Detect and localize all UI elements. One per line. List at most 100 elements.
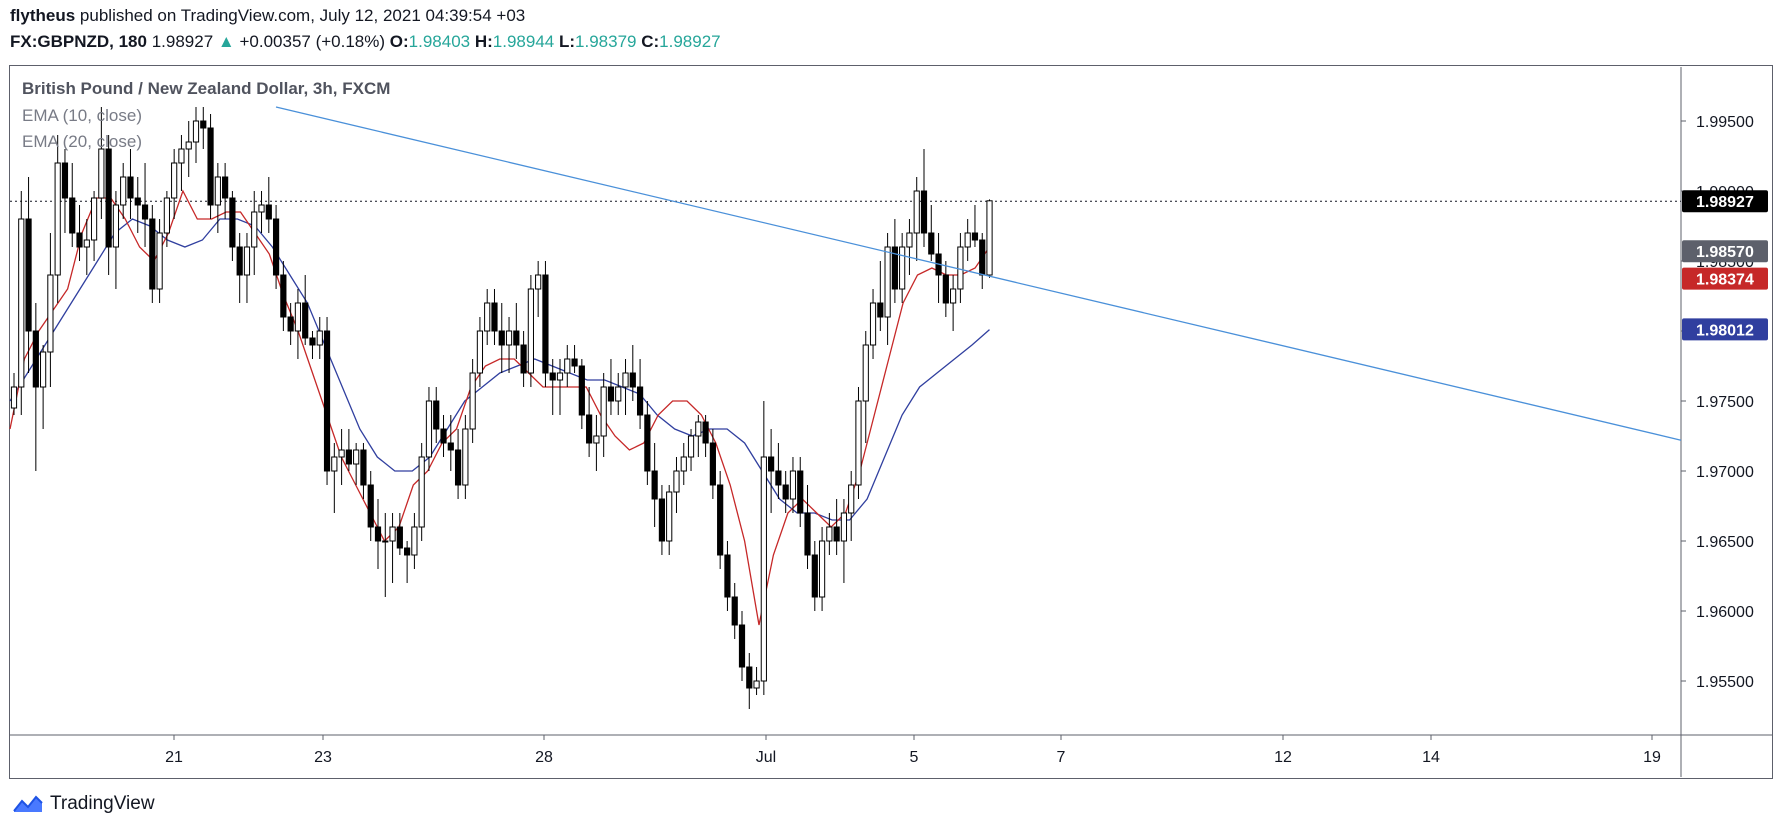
- candle-body-up: [484, 302, 491, 332]
- candle: [505, 317, 513, 373]
- candle-body-up: [680, 456, 687, 472]
- candle: [10, 373, 18, 415]
- candle-body-up: [826, 526, 833, 542]
- candle: [826, 513, 833, 555]
- candle-body-down: [374, 526, 382, 542]
- candle: [149, 205, 156, 303]
- candle: [869, 289, 877, 359]
- candle: [207, 114, 214, 219]
- candle: [192, 107, 200, 163]
- candle-body-up: [258, 204, 265, 213]
- candle: [556, 359, 564, 415]
- symbol-label: FX:GBPNZD, 180: [10, 32, 147, 51]
- candle: [848, 471, 855, 541]
- tradingview-logo-icon: [13, 795, 43, 812]
- candle: [935, 233, 942, 303]
- candle-body-up: [964, 232, 971, 248]
- candle-body-up: [171, 162, 178, 199]
- candle: [156, 219, 163, 303]
- candle: [302, 275, 309, 345]
- candle: [520, 331, 527, 387]
- candle-body-down: [520, 344, 527, 374]
- footer-brand[interactable]: TradingView: [50, 793, 155, 814]
- footer: TradingView: [12, 793, 155, 815]
- candle-body-up: [382, 540, 389, 543]
- candle-body-down: [207, 127, 214, 206]
- candle-body-up: [178, 148, 185, 164]
- candle-body-down: [141, 204, 149, 220]
- candle-body-down: [105, 148, 112, 248]
- candle: [891, 219, 898, 303]
- candle: [636, 359, 644, 429]
- candle-body-down: [709, 442, 716, 486]
- candle: [542, 261, 549, 387]
- candle-body-down: [360, 449, 367, 486]
- candle: [454, 429, 462, 499]
- candle: [396, 513, 403, 555]
- candle-body-up: [899, 246, 906, 290]
- candle-body-up: [789, 470, 797, 500]
- candle-body-down: [309, 337, 316, 346]
- candle: [957, 233, 964, 303]
- candle: [571, 345, 578, 373]
- candle: [418, 443, 425, 541]
- candle-body-down: [702, 421, 709, 444]
- candle: [469, 359, 476, 443]
- candle-body-down: [498, 330, 505, 346]
- candle-body-down: [513, 330, 520, 346]
- candle-body-up: [535, 274, 542, 290]
- candle-body-down: [804, 512, 811, 556]
- candle-body-up: [425, 400, 433, 458]
- open-label: O:: [389, 32, 409, 51]
- price-label-ema10: 1.98374: [1682, 267, 1768, 290]
- candle-body-down: [345, 449, 352, 465]
- candle: [353, 443, 360, 485]
- author-name[interactable]: flytheus: [10, 6, 76, 25]
- candle: [578, 359, 585, 429]
- candle-body-down: [440, 428, 447, 444]
- candle: [753, 667, 760, 695]
- candle: [265, 177, 272, 233]
- candle: [862, 331, 869, 443]
- candle-body-down: [229, 197, 236, 248]
- candle: [171, 149, 178, 219]
- candle: [382, 513, 389, 597]
- candle: [658, 485, 666, 555]
- candle-body-up: [316, 330, 323, 346]
- candle-body-down: [149, 218, 156, 290]
- price-label-last: 1.98927: [1682, 190, 1768, 213]
- price-label-text: 1.98927: [1696, 194, 1754, 211]
- candle: [979, 233, 986, 289]
- symbol-info: FX:GBPNZD, 180 1.98927 ▲ +0.00357 (+0.18…: [10, 32, 721, 52]
- price-label-box: [1682, 240, 1768, 263]
- candle-body-down: [942, 274, 949, 304]
- candle-body-up: [527, 288, 534, 374]
- x-tick-label: 21: [165, 749, 183, 766]
- candle: [272, 205, 280, 289]
- candle: [615, 373, 622, 415]
- candle-body-down: [920, 190, 928, 234]
- candle-body-up: [760, 456, 767, 682]
- candle: [200, 107, 207, 149]
- candle: [105, 135, 112, 275]
- candle-body-down: [578, 365, 585, 416]
- candle-body-up: [593, 435, 600, 444]
- candle-body-up: [389, 526, 396, 542]
- candle-body-up: [913, 190, 920, 234]
- candle: [942, 261, 949, 317]
- candle-body-up: [163, 197, 170, 234]
- candle-body-up: [862, 344, 869, 402]
- candle: [360, 443, 367, 499]
- candle: [258, 191, 265, 233]
- candle: [789, 457, 797, 513]
- candle: [593, 415, 600, 471]
- candle: [61, 149, 69, 233]
- price-label-box: [1682, 190, 1768, 213]
- candle: [178, 135, 185, 191]
- price-label-text: 1.98012: [1696, 322, 1754, 339]
- candle-body-down: [738, 624, 746, 668]
- candle: [185, 121, 192, 177]
- candle: [607, 359, 615, 415]
- candle-body-up: [185, 141, 192, 150]
